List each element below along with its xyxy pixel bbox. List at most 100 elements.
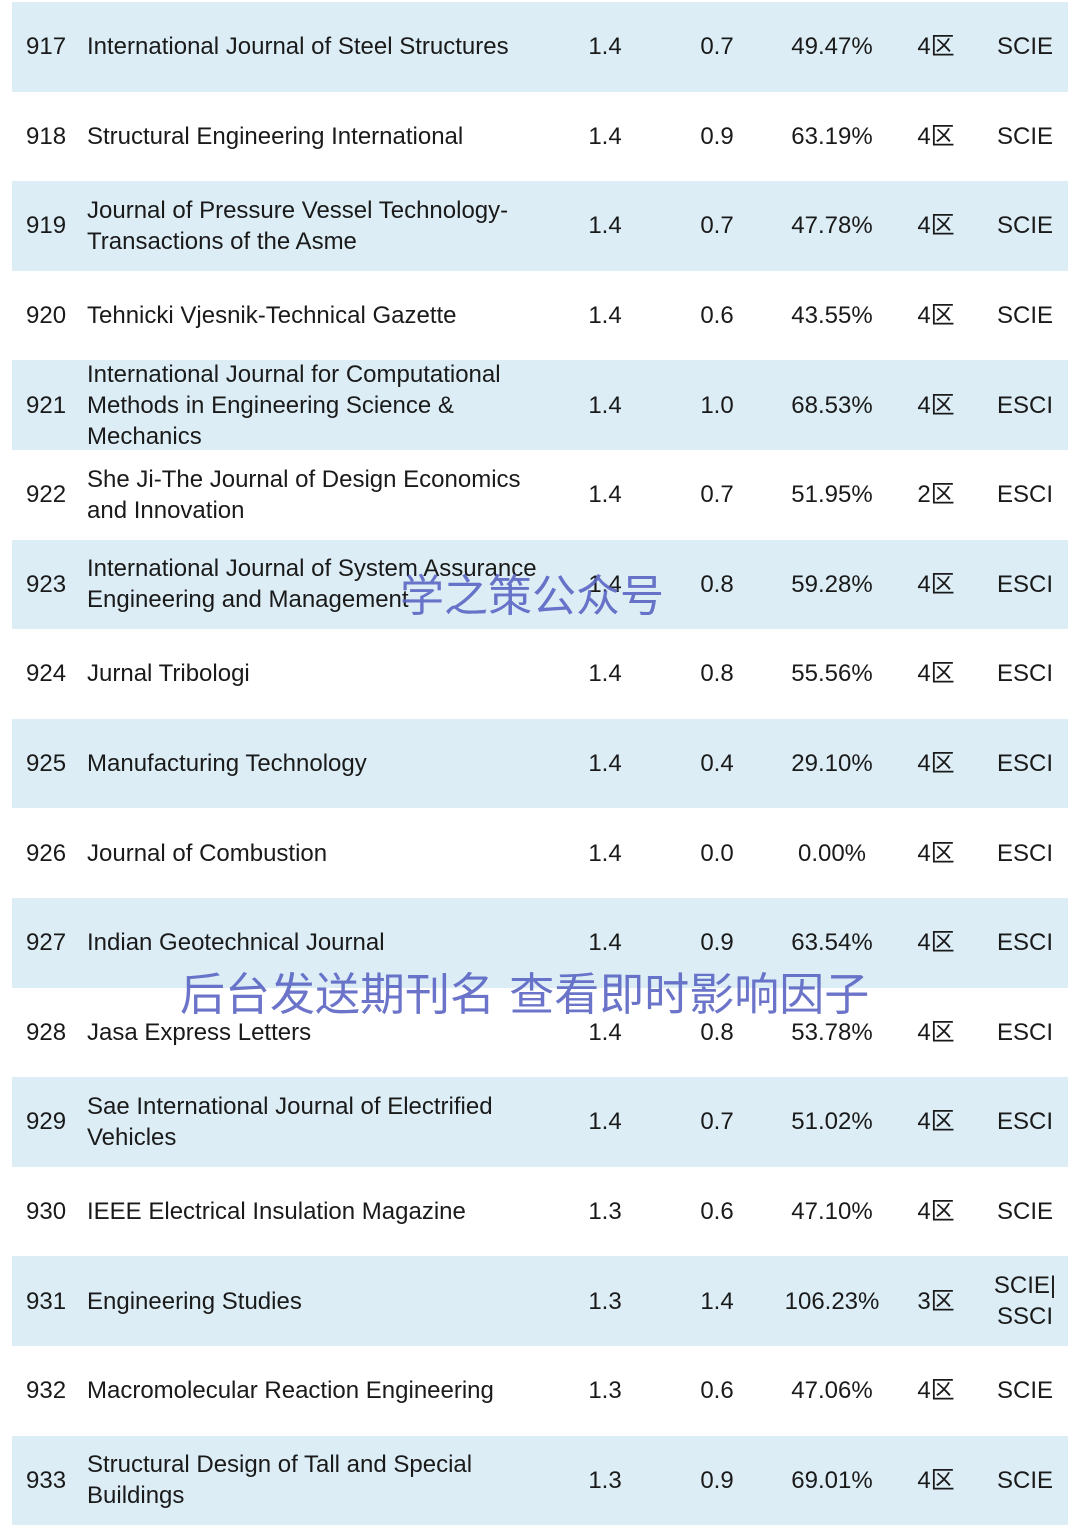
zone: 4区 [917, 570, 955, 598]
factor-value: 0.7 [700, 33, 734, 61]
table-row: 933 Structural Design of Tall and Special… [12, 1435, 1068, 1526]
factor-value: 1.4 [700, 1287, 734, 1315]
zone: 4区 [917, 1466, 955, 1494]
zone: 4区 [917, 750, 955, 778]
impact-factor: 1.4 [588, 481, 622, 509]
zone: 4区 [917, 391, 955, 419]
journal-name: Tehnicki Vjesnik-Technical Gazette [87, 302, 457, 330]
table-row: 920 Tehnicki Vjesnik-Technical Gazette 1.4… [12, 271, 1068, 361]
percent: 53.78% [791, 1018, 873, 1046]
impact-factor: 1.3 [588, 1198, 622, 1226]
factor-value: 0.8 [700, 1018, 734, 1046]
journal-name: Engineering Studies [87, 1287, 302, 1315]
index: SCIE [996, 302, 1053, 330]
table-row: 918 Structural Engineering International 1… [12, 92, 1068, 182]
zone: 4区 [917, 839, 955, 867]
table-row: 930 IEEE Electrical Insulation Magazine 1.… [12, 1167, 1068, 1257]
impact-factor: 1.4 [588, 839, 622, 867]
index: SCIE [996, 1466, 1053, 1494]
percent: 47.06% [791, 1377, 873, 1405]
table-row: 931 Engineering Studies 1.3 1.4 106.23% 3区 SCI… [12, 1256, 1068, 1346]
zone: 4区 [917, 302, 955, 330]
impact-factor: 1.4 [588, 660, 622, 688]
journal-name: Macromolecular Reaction Engineering [87, 1377, 494, 1405]
percent: 69.01% [791, 1466, 873, 1494]
table-row: 921 International Journal for Computation… [12, 360, 1068, 450]
zone: 4区 [917, 1018, 955, 1046]
factor-value: 0.0 [700, 839, 734, 867]
watermark: 后台发送期刊名 查看即时影响因子 [180, 968, 870, 1021]
journal-name: International Journal of System Assuranc… [87, 555, 537, 614]
factor-value: 0.9 [700, 122, 734, 150]
index: ESCI [996, 481, 1053, 509]
percent: 51.02% [791, 1108, 873, 1136]
index: SCIE [996, 122, 1053, 150]
index: ESCI [996, 1108, 1053, 1136]
factor-value: 0.6 [700, 1377, 734, 1405]
impact-factor: 1.3 [588, 1466, 622, 1494]
row-number: 932 [26, 1377, 67, 1405]
impact-factor: 1.4 [588, 302, 622, 330]
watermark: 学之策公众号 [400, 571, 664, 622]
percent: 63.54% [791, 929, 873, 957]
impact-factor: 1.4 [588, 570, 622, 598]
zone: 3区 [917, 1287, 955, 1315]
table-row: 926 Journal of Combustion 1.4 0.0 0.00% 4区 ESC… [12, 808, 1068, 898]
index: ESCI [996, 660, 1053, 688]
zone: 4区 [917, 1198, 955, 1226]
row-number: 926 [26, 839, 67, 867]
factor-value: 0.6 [700, 1198, 734, 1226]
journal-name: Manufacturing Technology [87, 750, 367, 778]
zone: 4区 [917, 33, 955, 61]
impact-factor: 1.3 [588, 1377, 622, 1405]
impact-factor: 1.4 [588, 212, 622, 240]
impact-factor: 1.4 [588, 122, 622, 150]
journal-name: Journal of Combustion [87, 839, 328, 867]
row-number: 922 [26, 481, 67, 509]
journal-name: Journal of Pressure Vessel Technology-Tr… [87, 196, 509, 255]
journal-table: 917 International Journal of Steel Struct… [12, 2, 1068, 1526]
factor-value: 0.4 [700, 750, 734, 778]
index: ESCI [996, 391, 1053, 419]
impact-factor: 1.4 [588, 1108, 622, 1136]
journal-name: International Journal for Computational … [87, 360, 501, 450]
table-row: 927 Indian Geotechnical Journal 1.4 0.9 63.5… [12, 897, 1068, 988]
row-number: 921 [26, 391, 67, 419]
row-number: 928 [26, 1018, 67, 1046]
row-number: 919 [26, 212, 67, 240]
row-number: 931 [26, 1287, 67, 1315]
zone: 4区 [917, 212, 955, 240]
percent: 43.55% [791, 302, 873, 330]
factor-value: 0.8 [700, 570, 734, 598]
journal-name: Indian Geotechnical Journal [87, 929, 385, 957]
index: ESCI [996, 1018, 1053, 1046]
impact-factor: 1.4 [588, 1018, 622, 1046]
row-number: 929 [26, 1108, 67, 1136]
table-row: 932 Macromolecular Reaction Engineering 1.… [12, 1346, 1068, 1436]
percent: 106.23% [784, 1287, 880, 1315]
row-number: 920 [26, 302, 67, 330]
zone: 2区 [917, 481, 955, 509]
zone: 4区 [917, 1377, 955, 1405]
row-number: 933 [26, 1466, 67, 1494]
percent: 29.10% [791, 750, 873, 778]
journal-name: IEEE Electrical Insulation Magazine [87, 1198, 466, 1226]
impact-factor: 1.4 [588, 750, 622, 778]
impact-factor: 1.3 [588, 1287, 622, 1315]
journal-name: Structural Engineering International [87, 122, 464, 150]
factor-value: 0.9 [700, 929, 734, 957]
row-number: 927 [26, 929, 67, 957]
journal-name: Structural Design of Tall and Special Bu… [87, 1451, 473, 1510]
percent: 0.00% [797, 839, 867, 867]
row-number: 930 [26, 1198, 67, 1226]
percent: 49.47% [791, 33, 873, 61]
table-row: 917 International Journal of Steel Struct… [12, 2, 1068, 92]
factor-value: 0.7 [700, 481, 734, 509]
journal-name: Jasa Express Letters [87, 1018, 312, 1046]
percent: 51.95% [791, 481, 873, 509]
row-number: 925 [26, 750, 67, 778]
journal-name: International Journal of Steel Structure… [87, 33, 509, 61]
journal-name: She Ji-The Journal of Design Economics a… [87, 465, 521, 524]
table-row: 924 Jurnal Tribologi 1.4 0.8 55.56% 4区 ESCI [12, 629, 1068, 719]
index: SCIE [996, 1198, 1053, 1226]
